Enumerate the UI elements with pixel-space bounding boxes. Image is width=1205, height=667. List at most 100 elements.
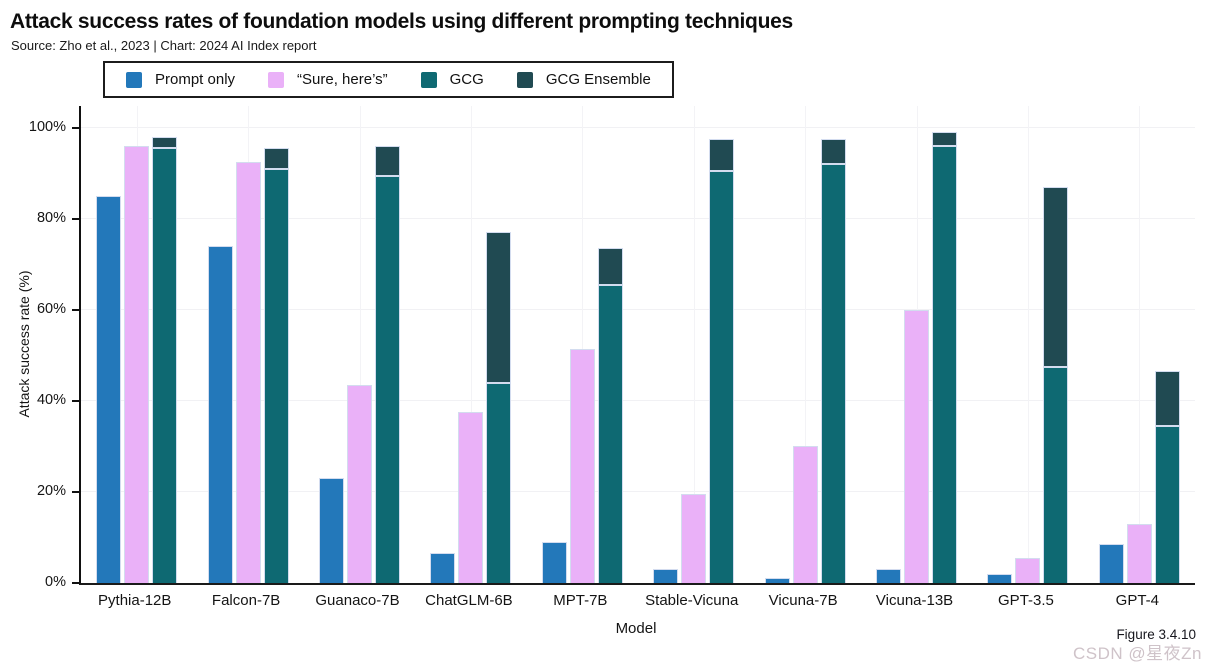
bar-prompt-only xyxy=(319,478,345,583)
bars xyxy=(527,248,638,583)
chart-subtitle: Source: Zho et al., 2023 | Chart: 2024 A… xyxy=(11,38,317,53)
legend-swatch-gcg xyxy=(420,71,437,88)
bar-group-chatglm-6b xyxy=(415,106,526,583)
y-tick-mark-100 xyxy=(72,126,79,129)
legend-swatch-gcg-ensemble xyxy=(516,71,533,88)
bar-sure-heres xyxy=(458,412,484,583)
vertical-gridline xyxy=(1139,106,1141,583)
gridline-60pct xyxy=(81,308,1195,310)
legend-label-gcg-ensemble: GCG Ensemble xyxy=(545,71,651,88)
bar-prompt-only xyxy=(876,569,902,583)
bar-prompt-only xyxy=(207,246,233,583)
bar-gcg-stack xyxy=(709,139,735,583)
bar-gcg xyxy=(263,168,289,583)
watermark-text: CSDN @星夜Zn xyxy=(1073,644,1202,663)
y-tick-label-40: 40% xyxy=(36,391,66,408)
bar-gcg-ensemble-segment xyxy=(709,139,735,171)
x-label-gpt-3-5: GPT-3.5 xyxy=(998,592,1054,609)
bars xyxy=(81,136,192,583)
bar-sure-heres xyxy=(681,494,707,583)
x-label-gpt-4: GPT-4 xyxy=(1115,592,1160,609)
bar-gcg-stack xyxy=(486,232,512,583)
bar-gcg xyxy=(597,284,623,583)
gridline-80pct xyxy=(81,217,1195,219)
x-label-pythia-12b: Pythia-12B xyxy=(98,592,172,609)
legend-label-prompt-only: Prompt only xyxy=(155,71,236,88)
legend-swatch-prompt-only xyxy=(126,71,142,88)
bar-sure-heres xyxy=(235,161,261,583)
bar-group-stable-vicuna xyxy=(638,106,749,583)
bars xyxy=(192,148,303,583)
bars xyxy=(1084,371,1195,583)
legend-item-sure-heres: “Sure, here’s” xyxy=(268,71,388,88)
bar-gcg xyxy=(932,145,958,583)
y-tick-label-100: 100% xyxy=(28,118,66,135)
bar-gcg xyxy=(709,170,735,583)
bar-gcg xyxy=(820,164,846,583)
legend-label-gcg: GCG xyxy=(449,71,484,88)
gridline-100pct xyxy=(81,126,1195,128)
bar-prompt-only xyxy=(541,542,567,583)
x-axis-labels: Pythia-12B Falcon-7B Guanaco-7B ChatGLM-6B M… xyxy=(79,592,1193,609)
bars xyxy=(415,232,526,583)
bar-groups xyxy=(81,106,1195,583)
bar-gcg-stack xyxy=(820,139,846,583)
bar-gcg-ensemble-segment xyxy=(375,145,401,176)
bar-gcg xyxy=(1154,425,1180,583)
bar-group-gpt-3-5 xyxy=(972,106,1083,583)
x-label-vicuna-13b: Vicuna-13B xyxy=(875,592,954,609)
bar-gcg-ensemble-segment xyxy=(820,139,846,165)
bar-group-vicuna-7b xyxy=(749,106,860,583)
y-tick-mark-80 xyxy=(72,217,79,220)
x-label-stable-vicuna: Stable-Vicuna xyxy=(645,592,739,609)
bar-prompt-only xyxy=(653,569,679,583)
bar-gcg-stack xyxy=(1154,371,1180,583)
bar-sure-heres xyxy=(904,309,930,583)
bar-gcg-stack xyxy=(152,136,178,583)
y-tick-label-80: 80% xyxy=(36,209,66,226)
legend-item-gcg: GCG xyxy=(420,71,484,88)
bar-gcg-ensemble-segment xyxy=(1043,186,1069,367)
bar-group-falcon-7b xyxy=(192,106,303,583)
bar-gcg-ensemble-segment xyxy=(1154,371,1180,426)
bar-gcg-stack xyxy=(932,132,958,583)
bar-sure-heres xyxy=(1126,523,1152,583)
bar-gcg-stack xyxy=(263,148,289,583)
vertical-gridline xyxy=(1027,106,1029,583)
bars xyxy=(304,145,415,583)
bar-gcg-stack xyxy=(1043,186,1069,583)
legend-item-gcg-ensemble: GCG Ensemble xyxy=(516,71,651,88)
bar-sure-heres xyxy=(569,348,595,583)
bar-gcg-ensemble-segment xyxy=(486,232,512,383)
bars xyxy=(749,139,860,583)
x-label-vicuna-7b: Vicuna-7B xyxy=(768,592,838,609)
bars xyxy=(972,186,1083,583)
bar-gcg-ensemble-segment xyxy=(263,148,289,169)
vertical-gridline xyxy=(470,106,472,583)
legend-swatch-sure-heres xyxy=(268,71,285,88)
legend-label-sure-heres: “Sure, here’s” xyxy=(297,71,388,88)
bars xyxy=(638,139,749,583)
bar-sure-heres xyxy=(347,384,373,583)
x-axis-title: Model xyxy=(615,620,657,637)
y-tick-label-20: 20% xyxy=(36,482,66,499)
bars xyxy=(861,132,972,583)
bar-sure-heres xyxy=(124,145,150,583)
bar-prompt-only xyxy=(96,196,122,583)
plot-area xyxy=(79,106,1195,585)
x-label-guanaco-7b: Guanaco-7B xyxy=(315,592,400,609)
legend: Prompt only “Sure, here’s” GCG GCG Ensem… xyxy=(103,61,674,98)
vertical-gridline xyxy=(359,106,361,583)
x-label-mpt-7b: MPT-7B xyxy=(553,592,608,609)
y-tick-label-60: 60% xyxy=(36,300,66,317)
y-tick-mark-0 xyxy=(72,582,79,584)
bar-group-pythia-12b xyxy=(81,106,192,583)
y-tick-label-0: 0% xyxy=(45,574,66,590)
chart-title: Attack success rates of foundation model… xyxy=(10,10,793,33)
vertical-gridline xyxy=(805,106,807,583)
y-axis-title: Attack success rate (%) xyxy=(16,270,32,418)
bar-prompt-only xyxy=(987,573,1013,583)
bar-prompt-only xyxy=(430,553,456,583)
bar-gcg-ensemble-segment xyxy=(932,132,958,146)
x-label-chatglm-6b: ChatGLM-6B xyxy=(425,592,513,609)
